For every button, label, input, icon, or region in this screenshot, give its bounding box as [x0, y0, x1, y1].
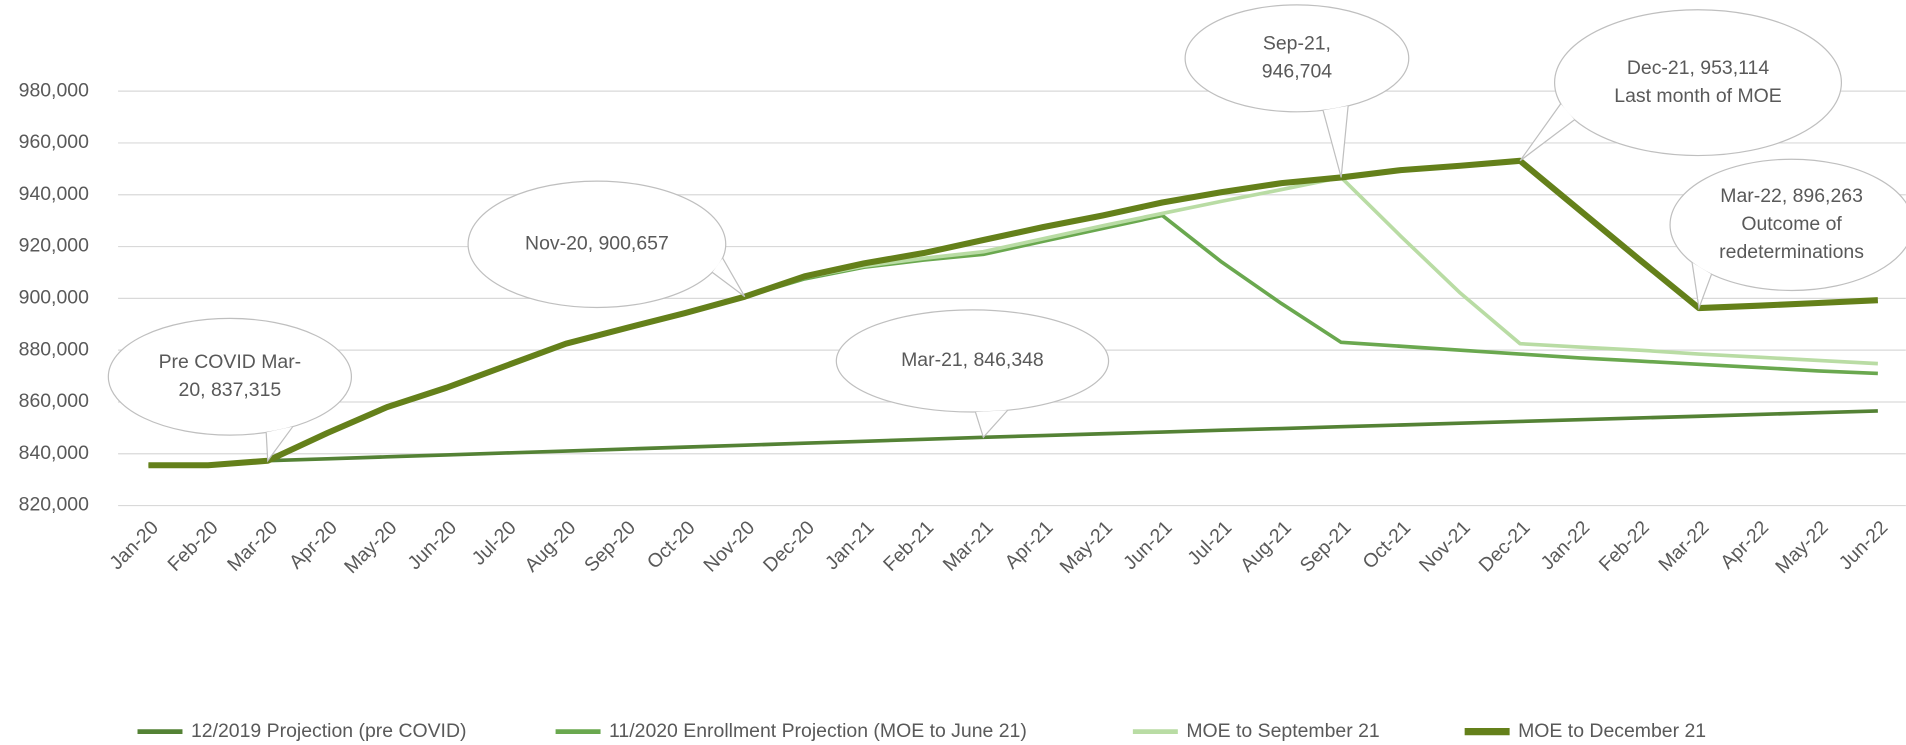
x-tick-label: Nov-21: [1415, 517, 1475, 577]
x-tick-label: Dec-21: [1475, 517, 1535, 577]
callout-bubble: [107, 317, 353, 436]
callout-text: 946,704: [1262, 60, 1332, 82]
x-tick-label: Dec-20: [759, 517, 819, 577]
x-tick-label: Mar-22: [1654, 517, 1713, 576]
x-tick-label: Sep-21: [1296, 517, 1356, 577]
x-tick-label: Nov-20: [699, 517, 759, 577]
callout-text: Sep-21,: [1263, 33, 1331, 55]
y-tick-label: 980,000: [19, 79, 89, 101]
x-tick-label: Jul-20: [468, 517, 521, 570]
callout-text: redeterminations: [1719, 241, 1864, 263]
x-tick-label: Jul-21: [1183, 517, 1236, 570]
callout: Sep-21, 946,704: [1184, 4, 1410, 178]
x-tick-label: Jun-20: [404, 517, 462, 575]
y-tick-label: 840,000: [19, 442, 89, 464]
x-tick-label: Mar-21: [939, 517, 998, 576]
x-tick-label: Apr-21: [1001, 517, 1058, 574]
y-tick-label: 820,000: [19, 494, 89, 516]
x-tick-label: Aug-20: [520, 517, 580, 577]
callout-text: 20, 837,315: [179, 379, 282, 401]
x-tick-label: Feb-22: [1595, 517, 1654, 576]
y-tick-label: 960,000: [19, 131, 89, 153]
callout-pointer: [1519, 103, 1575, 162]
callout: Pre COVID Mar- 20, 837,315: [107, 317, 353, 463]
x-tick-label: Apr-22: [1716, 517, 1773, 574]
callout-bubble: [1669, 158, 1906, 292]
callout-pointer: [1691, 262, 1713, 311]
callout-bubble: [1184, 4, 1410, 113]
callout-text: Outcome of: [1741, 213, 1842, 235]
x-tick-label: May-20: [340, 517, 402, 579]
x-tick-label: May-21: [1056, 517, 1117, 578]
x-tick-label: Feb-20: [163, 517, 222, 576]
callout-text: Mar-21, 846,348: [901, 349, 1044, 371]
x-tick-label: Feb-21: [879, 517, 938, 576]
callout-text: Last month of MOE: [1614, 85, 1781, 107]
callout-pointer: [265, 426, 294, 463]
x-tick-label: Apr-20: [285, 517, 342, 574]
x-tick-label: Jan-21: [821, 517, 879, 575]
x-tick-label: Sep-20: [580, 517, 640, 577]
x-tick-label: Jun-21: [1119, 517, 1177, 575]
x-tick-label: Mar-20: [223, 517, 282, 576]
callout-text: Pre COVID Mar-: [159, 351, 302, 373]
callout-text: Dec-21, 953,114: [1627, 57, 1769, 79]
callout-bubble: [835, 309, 1110, 413]
callout-text: Mar-22, 896,263: [1720, 185, 1863, 207]
callout-pointer: [974, 409, 1009, 439]
callout-text: Nov-20, 900,657: [525, 232, 669, 254]
callout-bubble: [1553, 9, 1843, 157]
legend-label: MOE to September 21: [1186, 720, 1379, 742]
series-line: [148, 409, 1878, 468]
callout-pointer: [711, 257, 746, 298]
x-tick-label: Aug-21: [1236, 517, 1296, 577]
legend-label: MOE to December 21: [1518, 720, 1706, 742]
x-tick-label: Oct-21: [1358, 517, 1415, 574]
callout: Dec-21, 953,114 Last month of MOE: [1519, 9, 1843, 162]
x-tick-label: May-22: [1771, 517, 1832, 578]
callout-bubble: [467, 180, 727, 309]
x-tick-label: Jan-20: [105, 517, 163, 575]
y-tick-label: 940,000: [19, 183, 89, 205]
legend-label: 12/2019 Projection (pre COVID): [191, 720, 467, 742]
legend-label: 11/2020 Enrollment Projection (MOE to Ju…: [609, 720, 1027, 742]
callout-pointer: [1322, 105, 1349, 178]
y-tick-label: 880,000: [19, 338, 89, 360]
series-line: [148, 157, 1879, 469]
y-tick-label: 900,000: [19, 287, 89, 309]
x-tick-label: Jan-22: [1537, 517, 1595, 575]
callout: Mar-21, 846,348: [835, 309, 1110, 439]
y-tick-label: 920,000: [19, 235, 89, 257]
y-tick-label: 860,000: [19, 390, 89, 412]
x-tick-label: Oct-20: [643, 517, 700, 574]
callout: Nov-20, 900,657: [467, 180, 746, 309]
callout: Mar-22, 896,263 Outcome of redetermination…: [1669, 158, 1906, 311]
x-tick-label: Jun-22: [1835, 517, 1893, 575]
